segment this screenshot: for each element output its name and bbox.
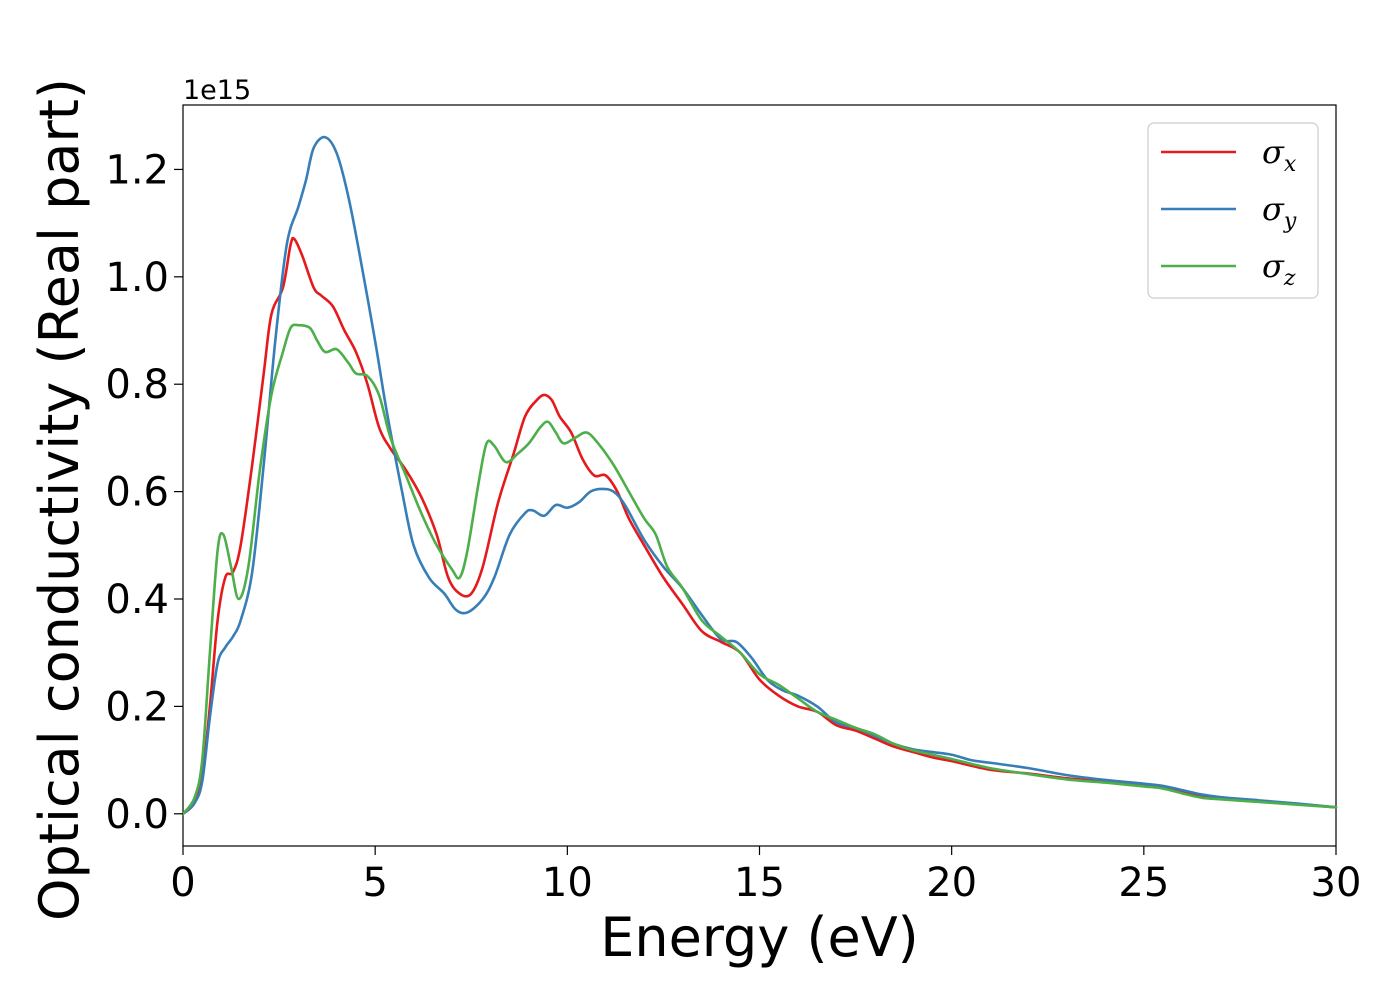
x-tick-label: 10 (542, 860, 593, 906)
legend-subscript: z (1283, 266, 1296, 291)
series-line-sigma-z (181, 323, 1338, 816)
series-lines (181, 135, 1338, 816)
x-tick-label: 30 (1311, 860, 1362, 906)
legend-label-sigma-z: σz (1262, 247, 1296, 291)
legend-label-sigma-x: σx (1262, 133, 1297, 177)
legend-label-sigma-y: σy (1262, 190, 1297, 234)
legend-subscript: y (1283, 209, 1297, 234)
legend-subscript: x (1284, 152, 1297, 177)
legend-symbol: σ (1262, 133, 1285, 171)
x-tick-label: 25 (1118, 860, 1169, 906)
legend-frame (1147, 122, 1319, 299)
x-axis-title: Energy (eV) (600, 906, 919, 969)
x-tick-label: 5 (362, 860, 387, 906)
x-tick-label: 15 (734, 860, 785, 906)
y-tick-label: 0.2 (105, 684, 169, 730)
series-line-sigma-x (181, 236, 1338, 816)
y-tick-label: 1.2 (105, 147, 169, 193)
y-axis-title: Optical conductivity (Real part) (28, 78, 91, 921)
series-line-sigma-y (181, 135, 1338, 816)
legend-symbol: σ (1262, 247, 1285, 285)
x-axis: 0 5 10 15 20 25 30 (170, 846, 1361, 906)
x-tick-label: 0 (170, 860, 195, 906)
y-axis: 0.0 0.2 0.4 0.6 0.8 1.0 1.2 (105, 147, 183, 838)
y-tick-label: 0.6 (105, 470, 169, 516)
x-tick-label: 20 (926, 860, 977, 906)
y-tick-label: 0.8 (105, 362, 169, 408)
y-tick-label: 0.0 (105, 792, 169, 838)
y-tick-label: 0.4 (105, 577, 169, 623)
legend-symbol: σ (1262, 190, 1285, 228)
y-offset-label: 1e15 (183, 75, 251, 106)
y-tick-label: 1.0 (105, 255, 169, 301)
